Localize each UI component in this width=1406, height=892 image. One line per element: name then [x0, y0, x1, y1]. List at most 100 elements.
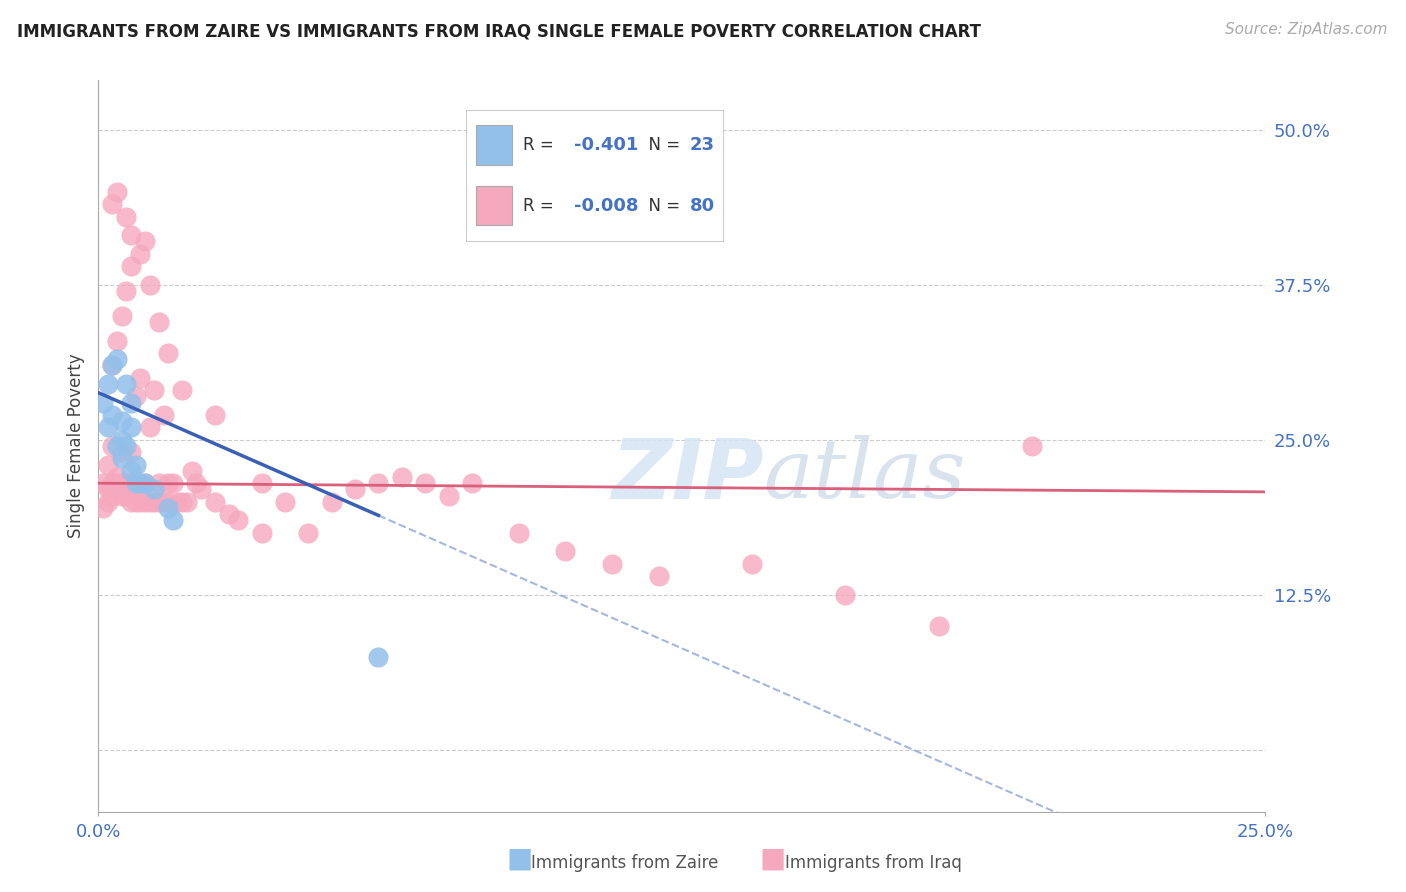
Point — [91, 476, 114, 491]
Point — [413, 476, 436, 491]
Point — [180, 464, 202, 478]
Point — [101, 359, 124, 373]
Text: Immigrants from Zaire: Immigrants from Zaire — [531, 855, 718, 872]
Y-axis label: Single Female Poverty: Single Female Poverty — [66, 354, 84, 538]
Point — [741, 557, 763, 571]
Point — [105, 439, 128, 453]
Point — [111, 433, 134, 447]
Point — [101, 359, 124, 373]
Point — [204, 408, 226, 422]
Point — [157, 476, 180, 491]
Point — [120, 259, 142, 273]
Point — [461, 476, 484, 491]
Point — [125, 476, 148, 491]
Point — [120, 495, 142, 509]
Point — [125, 495, 148, 509]
Point — [148, 476, 170, 491]
Point — [101, 489, 124, 503]
Point — [111, 451, 134, 466]
Text: ■: ■ — [759, 845, 786, 872]
Point — [172, 383, 194, 397]
Point — [134, 495, 156, 509]
Point — [1021, 439, 1043, 453]
Point — [115, 377, 138, 392]
Text: Immigrants from Iraq: Immigrants from Iraq — [785, 855, 962, 872]
Point — [152, 495, 174, 509]
Point — [834, 588, 856, 602]
Point — [115, 489, 138, 503]
Point — [176, 495, 198, 509]
Point — [344, 483, 367, 497]
Point — [162, 513, 184, 527]
Point — [148, 315, 170, 329]
Text: ■: ■ — [506, 845, 533, 872]
Point — [143, 383, 166, 397]
Point — [105, 476, 128, 491]
Point — [190, 483, 212, 497]
Point — [554, 544, 576, 558]
Point — [134, 476, 156, 491]
Point — [101, 197, 124, 211]
Point — [162, 476, 184, 491]
Point — [250, 476, 273, 491]
Point — [437, 489, 460, 503]
Point — [97, 420, 120, 434]
Point — [120, 228, 142, 243]
Text: Source: ZipAtlas.com: Source: ZipAtlas.com — [1225, 22, 1388, 37]
Point — [157, 495, 180, 509]
Point — [111, 489, 134, 503]
Point — [115, 284, 138, 298]
Point — [120, 476, 142, 491]
Point — [105, 352, 128, 367]
Point — [129, 247, 152, 261]
Point — [139, 420, 162, 434]
Point — [97, 377, 120, 392]
Point — [148, 495, 170, 509]
Point — [274, 495, 297, 509]
Point — [120, 464, 142, 478]
Point — [204, 495, 226, 509]
Point — [647, 569, 669, 583]
Point — [143, 483, 166, 497]
Text: atlas: atlas — [763, 435, 966, 516]
Point — [250, 525, 273, 540]
Point — [111, 414, 134, 428]
Point — [105, 470, 128, 484]
Point — [218, 507, 240, 521]
Point — [321, 495, 343, 509]
Point — [111, 309, 134, 323]
Point — [91, 395, 114, 409]
Text: IMMIGRANTS FROM ZAIRE VS IMMIGRANTS FROM IRAQ SINGLE FEMALE POVERTY CORRELATION : IMMIGRANTS FROM ZAIRE VS IMMIGRANTS FROM… — [17, 22, 981, 40]
Point — [186, 476, 208, 491]
Point — [91, 500, 114, 515]
Point — [105, 185, 128, 199]
Point — [129, 476, 152, 491]
Point — [139, 495, 162, 509]
Text: ZIP: ZIP — [612, 434, 763, 516]
Point — [134, 235, 156, 249]
Point — [120, 395, 142, 409]
Point — [115, 210, 138, 224]
Point — [101, 476, 124, 491]
Point — [120, 445, 142, 459]
Point — [115, 476, 138, 491]
Point — [97, 483, 120, 497]
Point — [105, 334, 128, 348]
Point — [152, 408, 174, 422]
Point — [928, 619, 950, 633]
Point — [134, 476, 156, 491]
Point — [129, 495, 152, 509]
Point — [97, 458, 120, 472]
Point — [101, 408, 124, 422]
Point — [111, 445, 134, 459]
Point — [391, 470, 413, 484]
Point — [166, 495, 188, 509]
Point — [600, 557, 623, 571]
Point — [111, 476, 134, 491]
Point — [125, 458, 148, 472]
Point — [129, 371, 152, 385]
Point — [297, 525, 319, 540]
Point — [125, 476, 148, 491]
Point — [228, 513, 250, 527]
Point — [125, 389, 148, 403]
